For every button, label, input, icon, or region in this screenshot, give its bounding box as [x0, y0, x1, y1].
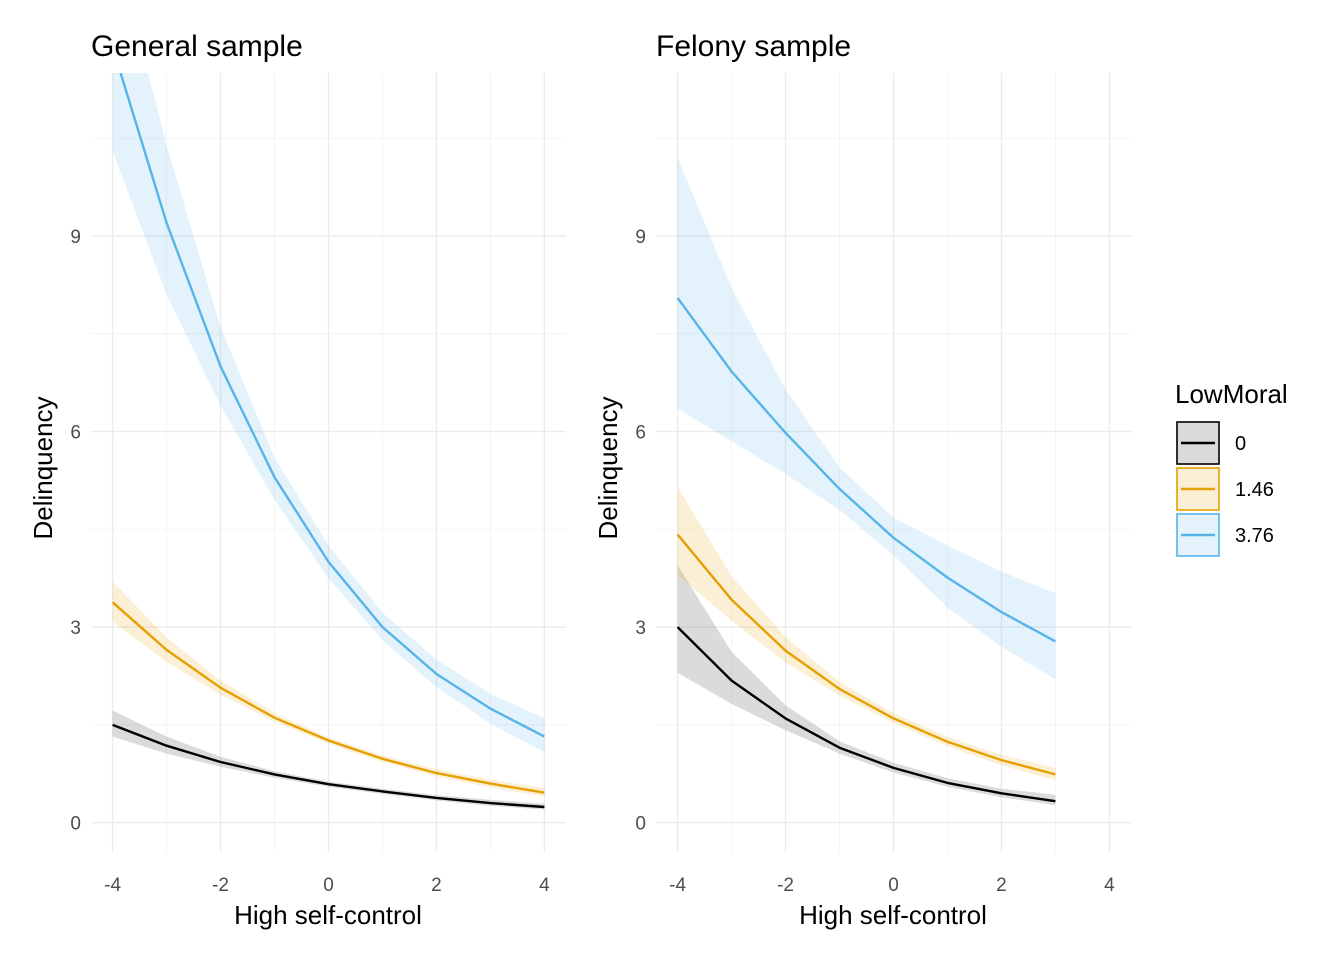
y-tick-label: 3 — [635, 618, 646, 639]
x-tick-label: 2 — [431, 875, 442, 896]
legend-title: LowMoral — [1175, 379, 1288, 409]
series-line-3.76 — [119, 73, 545, 738]
series-line-0 — [676, 626, 1056, 803]
ci-ribbon-1.46 — [677, 486, 1056, 781]
x-tick-labels: -4 -2 0 2 4 — [104, 875, 550, 896]
x-tick-label: 0 — [323, 875, 334, 896]
x-tick-label: 0 — [888, 875, 899, 896]
x-tick-label: 4 — [539, 875, 550, 896]
ci-ribbon-3.76 — [677, 157, 1056, 680]
y-tick-label: 9 — [635, 227, 646, 248]
ribbon-layer — [677, 157, 1056, 806]
panel-grid — [656, 73, 1131, 852]
x-tick-labels: -4 -2 0 2 4 — [669, 875, 1115, 896]
legend-label: 1.46 — [1235, 479, 1274, 501]
y-tick-labels: 0 3 6 9 — [635, 227, 646, 835]
x-tick-label: 4 — [1104, 875, 1115, 896]
x-tick-label: -4 — [104, 875, 121, 896]
legend-entry-1.46: 1.46 — [1176, 467, 1274, 511]
x-axis-title: High self-control — [799, 900, 987, 930]
legend-entry-3.76: 3.76 — [1176, 513, 1274, 557]
y-tick-label: 0 — [70, 814, 81, 835]
ci-ribbon-0 — [112, 710, 545, 810]
y-axis-title: Delinquency — [593, 396, 623, 539]
x-axis-title: High self-control — [234, 900, 422, 930]
y-axis-title: Delinquency — [28, 396, 58, 539]
ribbon-layer — [112, 73, 545, 810]
x-tick-label: -4 — [669, 875, 686, 896]
legend-label: 0 — [1235, 433, 1246, 455]
panel-general-sample: -4 -2 0 2 4 0 3 6 9 General sample High self-co… — [28, 30, 566, 930]
legend: LowMoral 0 1.46 3.76 — [1175, 379, 1288, 557]
series-line-1.46 — [111, 601, 545, 794]
y-tick-label: 6 — [70, 423, 81, 444]
y-tick-label: 3 — [70, 618, 81, 639]
line-layer — [111, 73, 545, 809]
series-line-1.46 — [676, 533, 1056, 776]
legend-keys: 0 1.46 3.76 — [1176, 421, 1274, 557]
x-tick-label: -2 — [777, 875, 794, 896]
series-line-3.76 — [676, 297, 1056, 643]
y-tick-label: 9 — [70, 227, 81, 248]
y-tick-labels: 0 3 6 9 — [70, 227, 81, 835]
panel-title: Felony sample — [656, 30, 851, 63]
panel-felony-sample: -4 -2 0 2 4 0 3 6 9 Felony sample High self-con… — [593, 30, 1131, 930]
legend-label: 3.76 — [1235, 525, 1274, 547]
panel-grid — [91, 73, 566, 852]
panel-title: General sample — [91, 30, 303, 63]
line-layer — [676, 297, 1056, 803]
legend-entry-0: 0 — [1176, 421, 1246, 465]
ci-ribbon-3.76 — [112, 73, 545, 753]
y-tick-label: 0 — [635, 814, 646, 835]
x-tick-label: 2 — [996, 875, 1007, 896]
x-tick-label: -2 — [212, 875, 229, 896]
series-line-0 — [112, 723, 545, 809]
y-tick-label: 6 — [635, 423, 646, 444]
